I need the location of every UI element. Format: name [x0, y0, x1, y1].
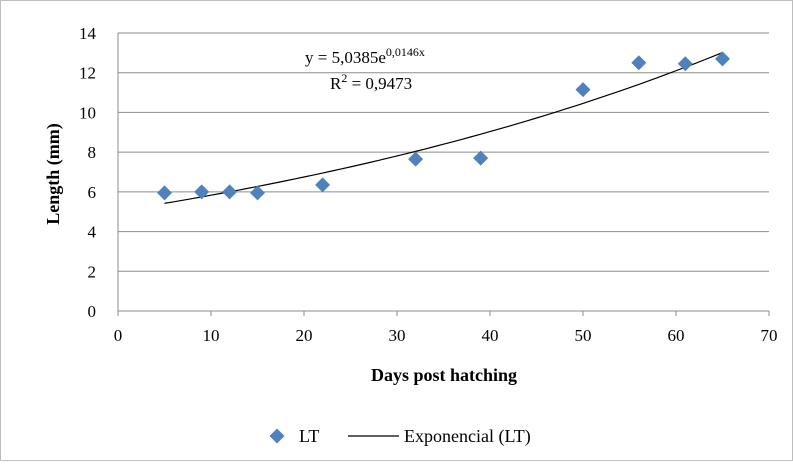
axes — [117, 33, 770, 316]
x-tick-label: 10 — [203, 326, 220, 345]
r2-value: = 0,9473 — [347, 74, 412, 93]
x-tick-label: 60 — [668, 326, 685, 345]
equation-base: y = 5,0385e — [305, 48, 386, 67]
x-axis-title: Days post hatching — [371, 365, 517, 385]
x-tick-label: 40 — [482, 326, 499, 345]
x-tick-label: 70 — [761, 326, 778, 345]
legend-label-lt: LT — [299, 426, 319, 446]
y-tick-label: 10 — [79, 103, 96, 122]
data-point — [575, 82, 591, 98]
y-tick-label: 8 — [88, 143, 97, 162]
r2-letter: R — [330, 74, 342, 93]
x-tick-label: 0 — [114, 326, 123, 345]
x-tick-labels: 0 10 20 30 40 50 60 70 — [114, 326, 778, 345]
trendline-equation: y = 5,0385e0,0146x — [305, 45, 425, 67]
y-tick-label: 0 — [88, 302, 97, 321]
data-point — [715, 51, 730, 67]
data-point — [315, 177, 331, 193]
y-tick-labels: 0 2 4 6 8 10 12 14 — [79, 24, 97, 321]
data-point — [194, 184, 210, 200]
y-tick-label: 2 — [88, 262, 97, 281]
exponential-trendline — [164, 52, 723, 204]
r-squared-label: R2 = 0,9473 — [330, 71, 412, 93]
data-point — [250, 185, 265, 201]
legend: LT Exponencial (LT) — [269, 426, 531, 447]
data-points — [157, 51, 730, 201]
legend-marker-lt — [269, 428, 285, 444]
gridlines — [118, 32, 769, 272]
data-point — [408, 151, 424, 167]
x-tick-label: 20 — [296, 326, 313, 345]
y-tick-label: 12 — [79, 64, 96, 83]
y-tick-label: 14 — [79, 24, 97, 43]
x-tick-label: 50 — [575, 326, 592, 345]
y-axis-title: Length (mm) — [43, 123, 64, 225]
x-tick-label: 30 — [389, 326, 406, 345]
data-point — [157, 185, 172, 201]
data-point — [473, 150, 489, 166]
data-point — [631, 55, 647, 71]
y-tick-label: 4 — [88, 223, 97, 242]
data-point — [677, 56, 693, 72]
data-point — [222, 184, 238, 200]
legend-label-trendline: Exponencial (LT) — [404, 426, 531, 447]
r2-superscript: 2 — [341, 71, 347, 85]
y-tick-label: 6 — [88, 183, 97, 202]
equation-exponent: 0,0146x — [386, 45, 425, 59]
